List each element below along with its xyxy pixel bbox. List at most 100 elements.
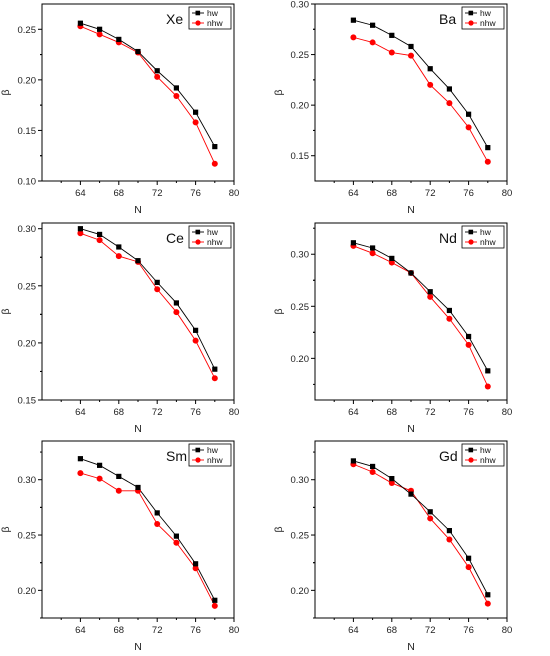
- data-point-hw: [116, 36, 122, 42]
- data-point-hw: [408, 43, 414, 50]
- x-tick-label: 80: [502, 407, 513, 418]
- y-tick-label: 0.25: [18, 25, 37, 36]
- data-point-hw: [370, 463, 376, 470]
- x-tick-label: 76: [190, 625, 201, 636]
- data-point-nhw: [369, 250, 376, 257]
- data-point-hw: [154, 279, 160, 285]
- legend-marker-hw: [468, 10, 474, 16]
- legend-label-nhw: nhw: [207, 237, 223, 247]
- data-point-hw: [350, 458, 356, 464]
- x-tick-label: 72: [152, 625, 163, 636]
- data-point-nhw: [173, 539, 180, 546]
- y-axis-title: β: [273, 89, 285, 95]
- data-point-hw: [97, 231, 103, 238]
- data-point-hw: [427, 289, 433, 295]
- plot-frame: [314, 3, 508, 182]
- data-point-nhw: [211, 160, 218, 167]
- y-axis-title: β: [273, 308, 285, 314]
- data-point-hw: [446, 307, 452, 314]
- data-point-nhw: [96, 31, 103, 38]
- series-line-hw: [353, 19, 489, 148]
- series-line-nhw: [80, 472, 216, 607]
- x-tick-label: 72: [425, 625, 436, 636]
- data-point-hw: [212, 597, 218, 603]
- data-point-hw: [154, 68, 160, 74]
- data-point-hw: [485, 592, 491, 598]
- data-point-nhw: [211, 602, 218, 609]
- data-point-nhw: [192, 119, 199, 126]
- data-point-nhw: [154, 286, 161, 293]
- legend-marker-nhw: [468, 457, 474, 463]
- x-tick-label: 64: [75, 407, 86, 418]
- data-point-nhw: [96, 475, 103, 482]
- y-tick-label: 0.25: [291, 531, 310, 542]
- data-point-nhw: [446, 536, 453, 543]
- panel-title: Ba: [439, 11, 456, 27]
- data-point-nhw: [388, 259, 395, 266]
- x-tick-label: 68: [387, 188, 398, 199]
- x-tick-label: 68: [114, 188, 125, 199]
- legend-marker-hw: [195, 447, 201, 453]
- y-tick-label: 0.10: [18, 177, 37, 188]
- data-point-nhw: [427, 293, 434, 300]
- y-tick-label: 0.20: [291, 101, 310, 112]
- x-tick-label: 64: [75, 625, 86, 636]
- y-tick-label: 0.15: [291, 151, 310, 162]
- data-point-hw: [212, 144, 218, 150]
- plot-frame: [41, 440, 235, 619]
- x-tick-label: 64: [348, 188, 359, 199]
- panel-title: Gd: [439, 448, 458, 464]
- y-tick-label: 0.20: [291, 354, 310, 365]
- data-point-nhw: [446, 315, 453, 322]
- data-point-nhw: [211, 375, 218, 382]
- panel-title: Sm: [166, 448, 187, 464]
- data-point-hw: [389, 32, 395, 38]
- y-tick-label: 0.30: [18, 224, 37, 235]
- data-point-hw: [193, 327, 199, 333]
- y-tick-label: 0.30: [291, 0, 310, 11]
- data-point-nhw: [427, 515, 434, 522]
- y-tick-label: 0.30: [291, 475, 310, 486]
- plot-frame: [41, 3, 235, 182]
- data-point-nhw: [192, 337, 199, 344]
- data-point-hw: [173, 300, 179, 306]
- y-axis-title: β: [0, 89, 12, 95]
- series-line-nhw: [353, 36, 489, 163]
- data-point-nhw: [192, 565, 199, 572]
- x-tick-label: 80: [502, 625, 513, 636]
- legend-marker-hw: [468, 447, 474, 453]
- data-point-hw: [466, 111, 472, 117]
- data-point-nhw: [446, 100, 453, 107]
- series-line-nhw: [353, 463, 489, 604]
- data-point-hw: [135, 484, 141, 491]
- y-axis-title: β: [273, 526, 285, 532]
- y-axis-title: β: [0, 308, 12, 314]
- data-point-hw: [389, 476, 395, 482]
- data-point-hw: [173, 85, 179, 91]
- data-point-hw: [466, 333, 472, 340]
- x-tick-label: 80: [229, 188, 240, 199]
- x-tick-label: 76: [463, 407, 474, 418]
- plot-frame: [41, 222, 235, 401]
- x-axis-title: N: [134, 204, 142, 216]
- x-tick-label: 76: [463, 188, 474, 199]
- x-axis-title: N: [407, 641, 415, 653]
- series-line-nhw: [80, 25, 216, 164]
- x-tick-label: 68: [387, 625, 398, 636]
- data-point-hw: [212, 366, 218, 372]
- x-tick-label: 72: [425, 188, 436, 199]
- data-point-hw: [408, 491, 414, 497]
- data-point-hw: [97, 462, 103, 468]
- data-point-nhw: [173, 93, 180, 100]
- legend-label-hw: hw: [207, 227, 219, 237]
- data-point-hw: [154, 510, 160, 516]
- data-point-nhw: [77, 230, 84, 237]
